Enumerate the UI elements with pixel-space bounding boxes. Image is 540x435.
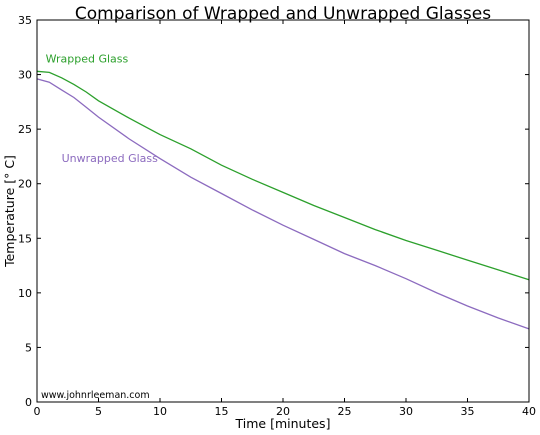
x-tick-label: 5 — [95, 405, 102, 418]
x-tick-label: 30 — [399, 405, 413, 418]
series-layer — [36, 70, 530, 330]
annotation-layer: Wrapped Glass Unwrapped Glass — [46, 53, 159, 165]
y-tick-label: 30 — [18, 69, 32, 82]
x-tick-label: 20 — [276, 405, 290, 418]
y-tick-label: 10 — [18, 287, 32, 300]
plot-frame — [36, 19, 530, 403]
y-tick-label: 35 — [18, 14, 32, 27]
y-tick-label: 20 — [18, 178, 32, 191]
x-tick-label: 25 — [338, 405, 352, 418]
x-tick-label: 35 — [461, 405, 475, 418]
x-tick-label: 10 — [153, 405, 167, 418]
y-tick-label: 0 — [25, 396, 32, 409]
series-label-1: Wrapped Glass — [46, 53, 129, 66]
y-axis-label: Temperature [° C] — [2, 155, 17, 268]
x-tick-label: 0 — [34, 405, 41, 418]
watermark: www.johnrleeman.com — [41, 390, 150, 401]
chart-title: Comparison of Wrapped and Unwrapped Glas… — [75, 4, 491, 24]
tick-layer: 0 5 10 15 20 25 30 35 40 0 5 10 15 20 25 30 35 — [18, 14, 536, 418]
y-tick-label: 25 — [18, 123, 32, 136]
x-tick-label: 15 — [215, 405, 229, 418]
y-tick-label: 5 — [25, 341, 32, 354]
y-tick-label: 15 — [18, 232, 32, 245]
series-line-1 — [36, 70, 530, 281]
series-line-2 — [36, 78, 530, 330]
x-axis-label: Time [minutes] — [235, 416, 331, 431]
x-tick-label: 40 — [522, 405, 536, 418]
series-label-2: Unwrapped Glass — [62, 152, 159, 165]
